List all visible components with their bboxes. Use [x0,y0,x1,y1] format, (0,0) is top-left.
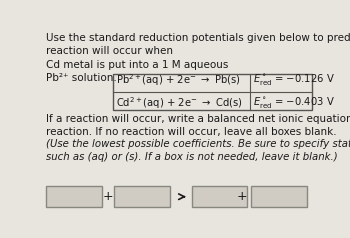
Text: Pb$^{2+}$(aq) + 2e$^{-}$ $\rightarrow$ Pb(s): Pb$^{2+}$(aq) + 2e$^{-}$ $\rightarrow$ P… [116,72,241,88]
Bar [191,186,247,207]
Text: such as (aq) or (s). If a box is not needed, leave it blank.): such as (aq) or (s). If a box is not nee… [47,152,338,162]
Text: Pb²⁺ solution.: Pb²⁺ solution. [47,73,117,83]
Text: Use the standard reduction potentials given below to predict if a: Use the standard reduction potentials gi… [47,33,350,43]
Text: (Use the lowest possible coefficients. Be sure to specify states: (Use the lowest possible coefficients. B… [47,139,350,149]
Text: Cd metal is put into a 1 M aqueous: Cd metal is put into a 1 M aqueous [47,60,229,69]
Bar [113,74,312,110]
Bar [251,186,307,207]
Bar [47,186,102,207]
Text: +: + [102,190,113,203]
Text: $E^\circ_{\rm red}$ = $-$0.403 V: $E^\circ_{\rm red}$ = $-$0.403 V [253,95,335,110]
Text: If a reaction will occur, write a balanced net ionic equation for the: If a reaction will occur, write a balanc… [47,114,350,124]
Text: reaction will occur when: reaction will occur when [47,46,174,56]
Text: $E^\circ_{\rm red}$ = $-$0.126 V: $E^\circ_{\rm red}$ = $-$0.126 V [253,72,335,87]
Bar [114,186,170,207]
Text: +: + [237,190,247,203]
Text: Cd$^{2+}$(aq) + 2e$^{-}$ $\rightarrow$ Cd(s): Cd$^{2+}$(aq) + 2e$^{-}$ $\rightarrow$ C… [116,95,243,111]
Text: reaction. If no reaction will occur, leave all boxes blank.: reaction. If no reaction will occur, lea… [47,127,337,137]
